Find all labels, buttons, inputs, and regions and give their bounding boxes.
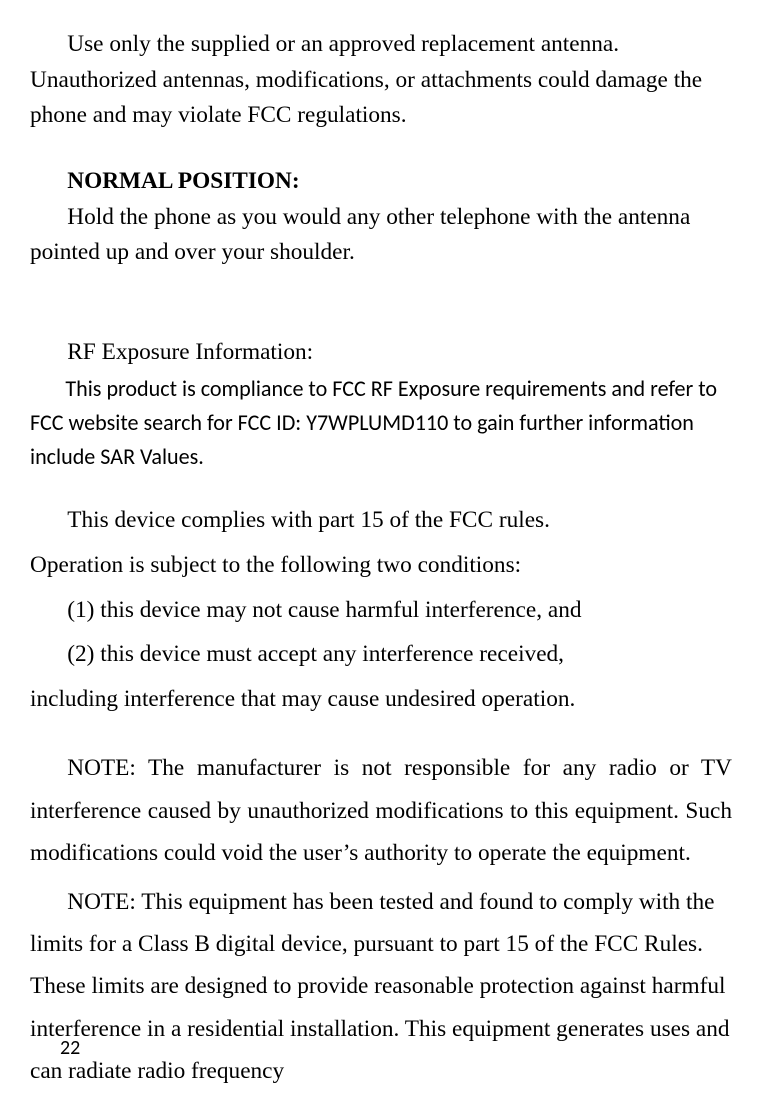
paragraph-normal-position: Hold the phone as you would any other te… [30,200,732,271]
paragraph-antenna-warning: Use only the supplied or an approved rep… [30,27,732,134]
page-number: 22 [60,1036,80,1060]
note-class-b: NOTE: This equipment has been tested and… [30,881,732,1093]
heading-normal-position: NORMAL POSITION: [30,164,732,200]
document-page: Use only the supplied or an approved rep… [0,0,762,1086]
fcc-compliance-block: This device complies with part 15 of the… [30,503,732,717]
fcc-line-5: including interference that may cause un… [30,682,732,718]
note-manufacturer: NOTE: The manufacturer is not responsibl… [30,747,732,874]
paragraph-rf-exposure: This product is compliance to FCC RF Exp… [30,372,732,473]
fcc-line-2: Operation is subject to the following tw… [30,548,732,584]
fcc-line-4: (2) this device must accept any interfer… [30,637,732,673]
fcc-line-1: This device complies with part 15 of the… [30,503,732,539]
fcc-line-3: (1) this device may not cause harmful in… [30,593,732,629]
heading-rf-exposure: RF Exposure Information: [30,335,732,371]
